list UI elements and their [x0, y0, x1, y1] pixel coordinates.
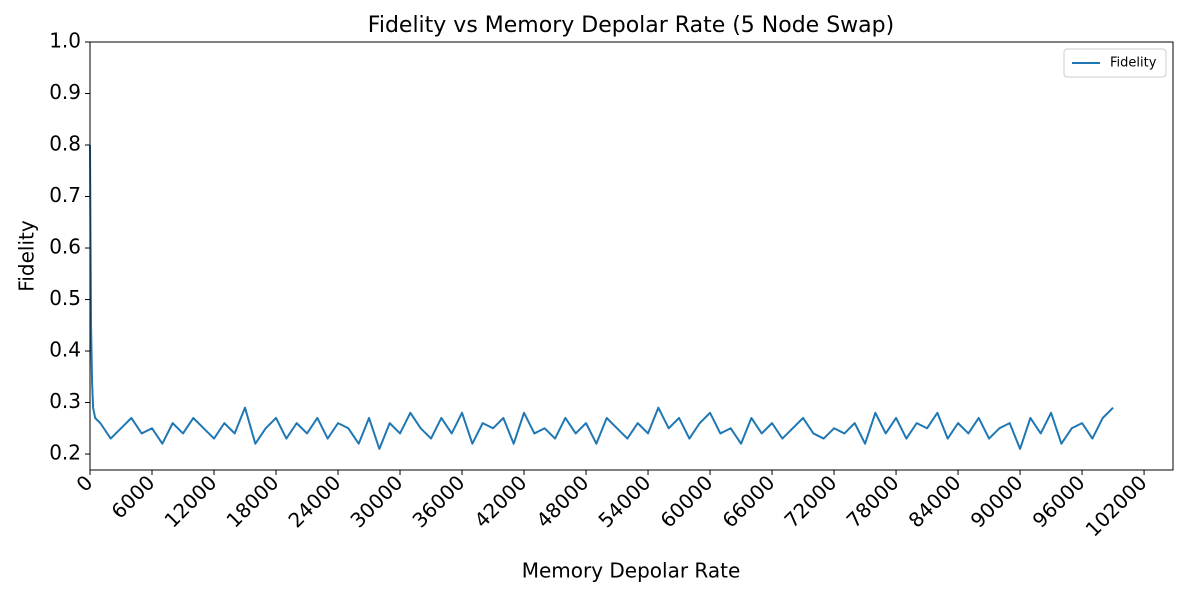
y-tick-label: 0.6 — [49, 235, 81, 259]
x-tick-label: 30000 — [345, 470, 407, 532]
y-tick-label: 0.7 — [49, 183, 81, 207]
legend-box — [1063, 48, 1167, 78]
x-tick-label: 24000 — [283, 470, 345, 532]
x-tick-label: 18000 — [221, 470, 283, 532]
x-tick-label: 6000 — [106, 470, 159, 523]
x-tick-label: 60000 — [656, 470, 718, 532]
x-tick-label: 84000 — [904, 470, 966, 532]
x-tick-label: 36000 — [407, 470, 469, 532]
y-tick-label: 0.5 — [49, 286, 81, 310]
y-tick-label: 0.3 — [49, 389, 81, 413]
x-tick-label: 90000 — [966, 470, 1028, 532]
series-line — [89, 145, 1114, 450]
y-tick-label: 0.2 — [49, 441, 81, 465]
x-tick-label: 66000 — [718, 470, 780, 532]
x-tick-label: 96000 — [1028, 470, 1090, 532]
y-tick-label: 0.9 — [49, 80, 81, 104]
legend-label: Fidelity — [1110, 56, 1157, 71]
y-axis-label: Fidelity — [15, 220, 39, 292]
x-tick-label: 0 — [71, 470, 97, 496]
x-axis-label: Memory Depolar Rate — [522, 559, 741, 583]
x-tick-label: 72000 — [780, 470, 842, 532]
x-tick-label: 12000 — [159, 470, 221, 532]
x-tick-label: 42000 — [469, 470, 531, 532]
x-tick-label: 78000 — [842, 470, 904, 532]
y-tick-label: 1.0 — [49, 29, 81, 53]
chart-title: Fidelity vs Memory Depolar Rate (5 Node … — [368, 13, 894, 38]
plot-frame — [89, 41, 1174, 471]
y-tick-label: 0.8 — [49, 132, 81, 156]
y-tick-label: 0.4 — [49, 338, 81, 362]
x-tick-label: 102000 — [1081, 470, 1152, 541]
x-tick-label: 48000 — [531, 470, 593, 532]
x-tick-label: 54000 — [593, 470, 655, 532]
